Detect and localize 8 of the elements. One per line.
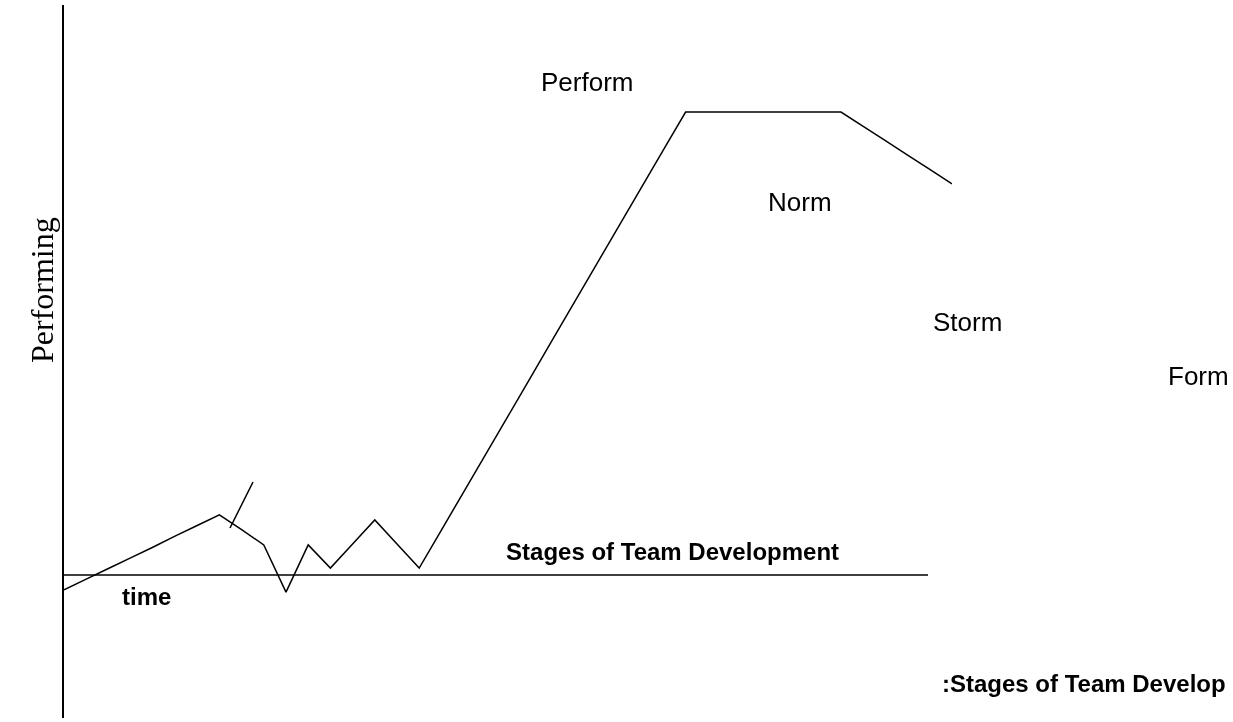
text: Perform [541, 67, 634, 97]
annotation: Norm [768, 187, 832, 217]
text: Stages of Team Development [506, 538, 840, 566]
y-axis-title: Performing [24, 217, 60, 363]
x-axis-title: time [122, 583, 172, 610]
text: :Stages of Team Develop [942, 670, 1226, 697]
text: Form [1168, 361, 1229, 391]
annotation: Storm [933, 307, 1003, 337]
